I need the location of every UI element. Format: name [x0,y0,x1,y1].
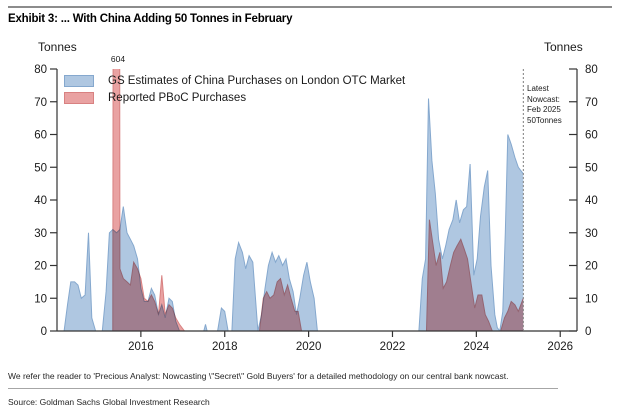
y-tick-label-right-70: 70 [585,97,598,109]
y-tick-label-right-80: 80 [585,64,598,76]
y-tick-label-left-70: 70 [34,97,47,109]
y-tick-label-right-60: 60 [585,130,598,142]
source-line: Source: Goldman Sachs Global Investment … [8,397,210,407]
y-tick-label-right-20: 20 [585,261,598,273]
y-tick-label-right-50: 50 [585,162,598,174]
nowcast-annotation-line: Nowcast: [527,94,560,104]
y-tick-label-left-0: 0 [41,326,47,338]
exhibit-title: Exhibit 3: ... With China Adding 50 Tonn… [8,13,293,25]
methodology-footnote: We refer the reader to 'Precious Analyst… [8,371,509,381]
legend-item-gs-estimates: GS Estimates of China Purchases on Londo… [64,72,405,89]
nowcast-annotation-line: Latest [527,84,549,93]
x-tick-label-2016: 2016 [128,341,154,353]
y-tick-label-right-30: 30 [585,228,598,240]
y-tick-label-left-40: 40 [34,195,47,207]
x-tick-label-2024: 2024 [464,341,490,353]
x-tick-label-2020: 2020 [296,341,322,353]
top-divider [8,6,612,8]
x-tick-label-2026: 2026 [547,341,573,353]
y-tick-label-right-0: 0 [585,326,591,338]
nowcast-annotation: Latest Nowcast: Feb 2025 50Tonnes [527,84,575,126]
legend-item-pboc: Reported PBoC Purchases [64,89,405,106]
x-tick-label-2022: 2022 [380,341,406,353]
legend-swatch-blue [64,74,94,87]
legend-label-pboc: Reported PBoC Purchases [108,91,247,104]
spike-value-label: 604 [110,54,126,64]
legend-swatch-red [64,91,94,104]
chart-legend: GS Estimates of China Purchases on Londo… [64,72,405,106]
y-tick-label-left-60: 60 [34,130,47,142]
y-tick-label-right-40: 40 [585,195,598,207]
y-tick-label-left-10: 10 [34,293,47,305]
y-tick-label-left-80: 80 [34,64,47,76]
legend-label-gs-estimates: GS Estimates of China Purchases on Londo… [108,74,406,87]
left-axis-title: Tonnes [38,40,77,54]
area-edge-1 [112,69,524,331]
y-tick-label-left-30: 30 [34,228,47,240]
right-axis-title: Tonnes [544,40,583,54]
y-tick-label-right-10: 10 [585,293,598,305]
footer-divider [8,388,558,389]
y-tick-label-left-20: 20 [34,261,47,273]
nowcast-annotation-line: 50Tonnes [527,115,562,125]
nowcast-annotation-line: Feb 2025 [527,105,561,114]
x-tick-label-2018: 2018 [212,341,238,353]
area-fill-1 [112,69,524,331]
series-pboc [112,69,524,331]
y-tick-label-left-50: 50 [34,162,47,174]
